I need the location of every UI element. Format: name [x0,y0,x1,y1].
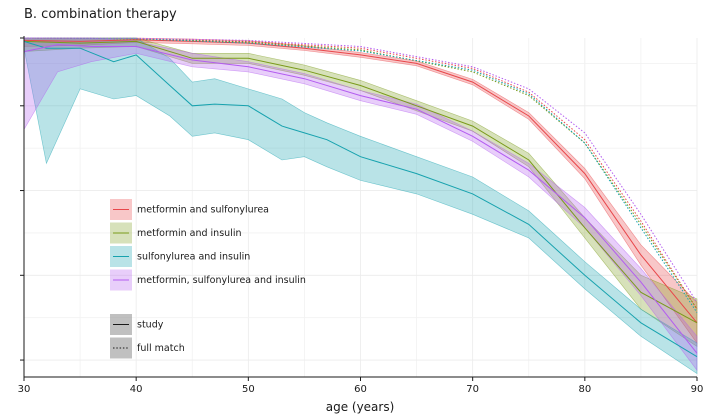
full-match-line-metformin-sulfonylurea-and-insulin [23,37,698,303]
x-tick-label: 60 [354,384,367,395]
study-line-metformin-and-sulfonylurea [23,39,698,324]
chart-title: B. combination therapy [24,7,177,22]
band-sulfonylurea-and-insulin [23,37,698,375]
x-tick-label: 90 [691,384,704,395]
x-tick-label: 70 [466,384,479,395]
legend-label: full match [137,343,185,354]
legend-label: metformin and insulin [137,228,241,239]
study-line-sulfonylurea-and-insulin [23,40,698,358]
study-line-metformin-sulfonylurea-and-insulin [23,44,698,354]
full-match-line-sulfonylurea-and-insulin [23,37,698,313]
legend-label: sulfonylurea and insulin [137,252,250,263]
series-lines [23,37,698,358]
x-tick-label: 40 [130,384,143,395]
x-tick-label: 80 [578,384,591,395]
x-tick-label: 50 [242,384,255,395]
legend-label: metformin and sulfonylurea [137,205,269,216]
axes: 30 40 50 60 70 80 90 [18,36,704,395]
band-metformin-sulfonylurea-and-insulin [23,37,698,372]
legend-label: study [137,320,164,331]
x-tick-label: 30 [18,384,31,395]
confidence-bands [23,37,698,375]
study-line-metformin-and-insulin [23,40,698,324]
legend: metformin and sulfonylurea metformin and … [110,199,306,359]
legend-label: metformin, sulfonylurea and insulin [137,275,306,286]
x-axis-label: age (years) [326,400,395,414]
